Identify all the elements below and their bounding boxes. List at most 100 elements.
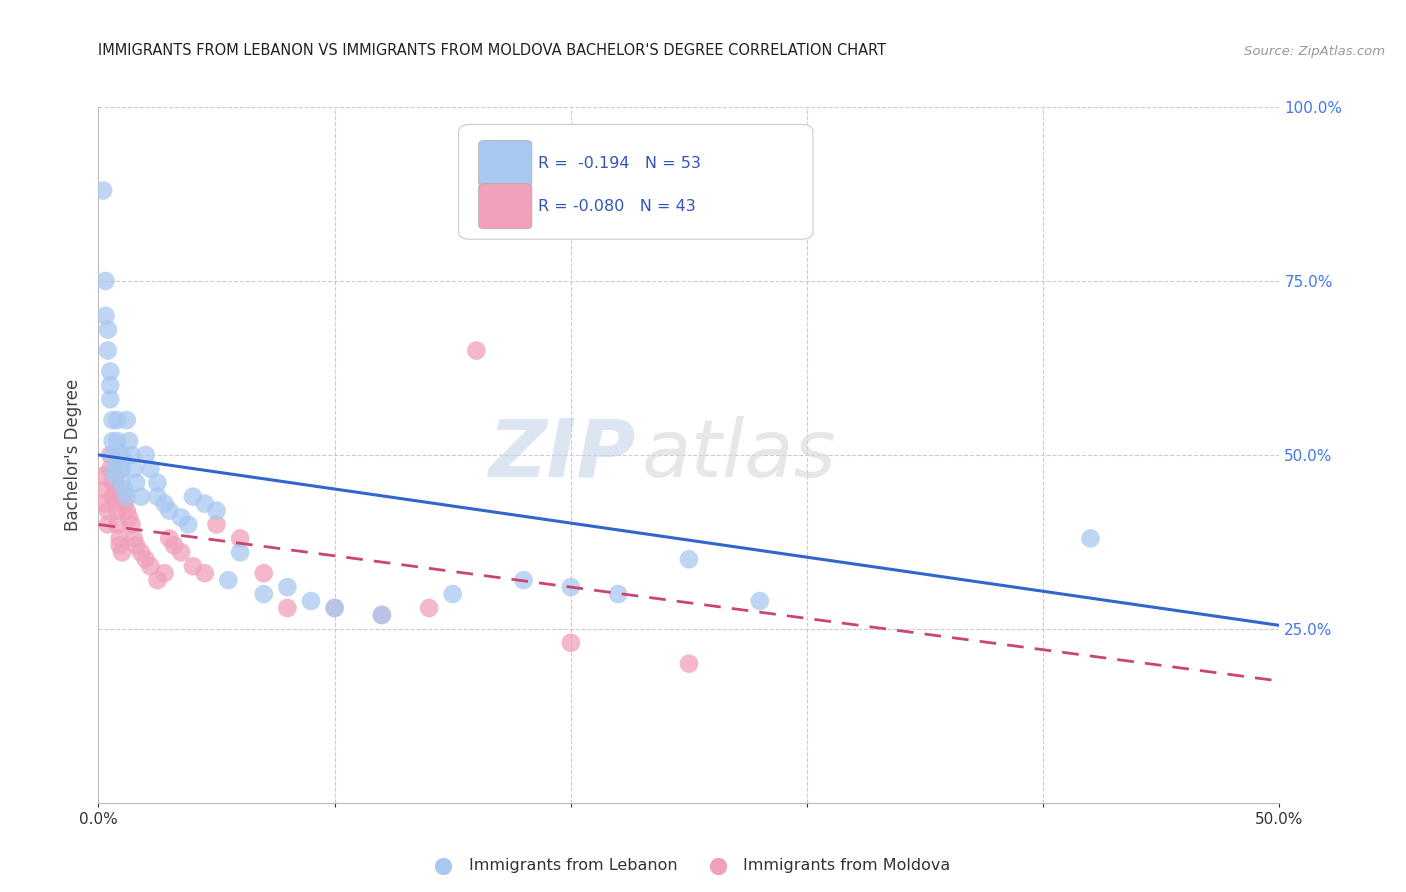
FancyBboxPatch shape — [478, 184, 531, 229]
Point — [194, 566, 217, 581]
Point — [94, 497, 117, 511]
Point — [607, 587, 630, 601]
Point — [112, 483, 135, 497]
Point — [153, 497, 176, 511]
Point — [299, 594, 322, 608]
Point — [104, 468, 127, 483]
Point — [1080, 532, 1102, 546]
Text: IMMIGRANTS FROM LEBANON VS IMMIGRANTS FROM MOLDOVA BACHELOR'S DEGREE CORRELATION: IMMIGRANTS FROM LEBANON VS IMMIGRANTS FR… — [98, 43, 887, 58]
Point — [122, 462, 145, 476]
Point — [97, 517, 120, 532]
Point — [153, 566, 176, 581]
Point — [205, 503, 228, 517]
Point — [163, 538, 186, 552]
Point — [94, 274, 117, 288]
Point — [97, 503, 120, 517]
Point — [105, 413, 128, 427]
Point — [118, 434, 141, 448]
Point — [465, 343, 488, 358]
Point — [217, 573, 239, 587]
Point — [105, 434, 128, 448]
Point — [101, 413, 124, 427]
Point — [111, 475, 134, 490]
Point — [108, 532, 131, 546]
Point — [104, 475, 127, 490]
Point — [105, 517, 128, 532]
Point — [170, 510, 193, 524]
Point — [229, 532, 252, 546]
Point — [253, 587, 276, 601]
Point — [205, 517, 228, 532]
Point — [104, 462, 127, 476]
Point — [112, 497, 135, 511]
Point — [323, 601, 346, 615]
Legend: Immigrants from Lebanon, Immigrants from Moldova: Immigrants from Lebanon, Immigrants from… — [422, 852, 956, 880]
Point — [98, 462, 121, 476]
Point — [560, 580, 582, 594]
Point — [115, 413, 138, 427]
Point — [181, 490, 204, 504]
Point — [418, 601, 440, 615]
Point — [276, 601, 298, 615]
Point — [118, 510, 141, 524]
Text: R = -0.080   N = 43: R = -0.080 N = 43 — [537, 199, 696, 214]
Point — [253, 566, 276, 581]
Point — [91, 184, 114, 198]
Point — [97, 323, 120, 337]
Point — [91, 468, 114, 483]
Point — [157, 532, 180, 546]
Point — [371, 607, 394, 622]
Point — [146, 475, 169, 490]
Point — [125, 538, 148, 552]
Point — [121, 517, 143, 532]
Point — [105, 503, 128, 517]
Point — [276, 580, 298, 594]
Point — [94, 309, 117, 323]
Point — [139, 559, 162, 574]
Point — [111, 490, 134, 504]
Point — [229, 545, 252, 559]
Point — [678, 552, 700, 566]
Point — [101, 475, 124, 490]
Text: ZIP: ZIP — [488, 416, 636, 494]
Point — [121, 448, 143, 462]
Point — [108, 462, 131, 476]
Point — [122, 532, 145, 546]
Point — [170, 545, 193, 559]
Point — [181, 559, 204, 574]
Text: Source: ZipAtlas.com: Source: ZipAtlas.com — [1244, 45, 1385, 58]
FancyBboxPatch shape — [478, 140, 531, 186]
Point — [146, 573, 169, 587]
Point — [135, 552, 157, 566]
Point — [98, 392, 121, 407]
Point — [139, 462, 162, 476]
Point — [146, 490, 169, 504]
Point — [104, 490, 127, 504]
Point — [98, 448, 121, 462]
Point — [108, 538, 131, 552]
Text: R =  -0.194   N = 53: R = -0.194 N = 53 — [537, 156, 700, 171]
Point — [101, 434, 124, 448]
FancyBboxPatch shape — [458, 125, 813, 239]
Point — [115, 503, 138, 517]
Point — [129, 545, 152, 559]
Point — [678, 657, 700, 671]
Point — [101, 490, 124, 504]
Text: atlas: atlas — [641, 416, 837, 494]
Point — [98, 364, 121, 378]
Point — [177, 517, 200, 532]
Point — [115, 490, 138, 504]
Point — [371, 607, 394, 622]
Point — [97, 343, 120, 358]
Point — [129, 490, 152, 504]
Point — [135, 448, 157, 462]
Point — [157, 503, 180, 517]
Point — [111, 545, 134, 559]
Point — [194, 497, 217, 511]
Point — [101, 448, 124, 462]
Point — [111, 448, 134, 462]
Point — [748, 594, 770, 608]
Point — [108, 448, 131, 462]
Y-axis label: Bachelor's Degree: Bachelor's Degree — [65, 379, 83, 531]
Point — [125, 475, 148, 490]
